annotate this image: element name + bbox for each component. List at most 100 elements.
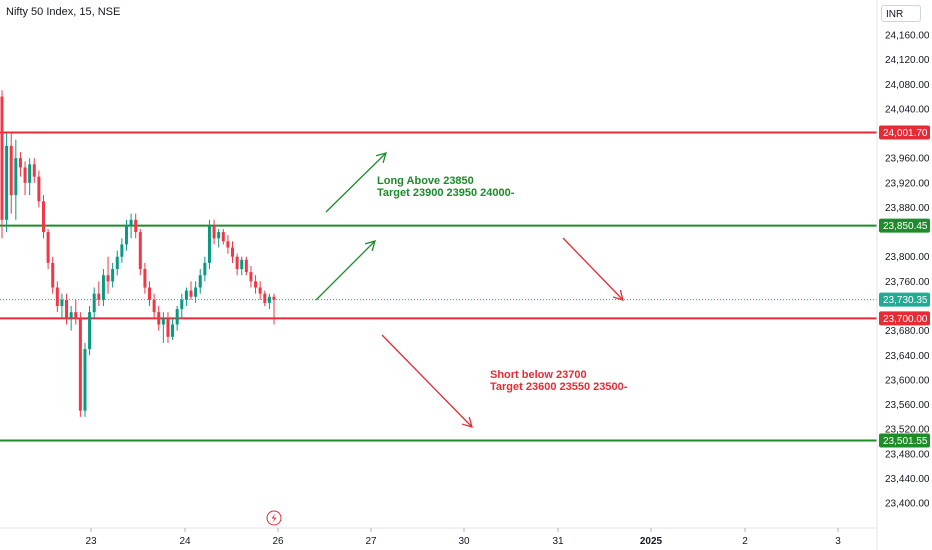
price-tag [879,125,930,140]
long-arrow[interactable] [325,152,387,213]
candle-body [18,158,22,168]
y-tick-label: 23,400.00 [885,499,930,510]
candle[interactable] [18,152,22,177]
price-tag-label: 23,501.55 [883,436,928,447]
candle[interactable] [106,256,110,294]
candle[interactable] [254,275,258,294]
candle[interactable] [212,219,216,245]
short-arrow[interactable] [562,237,624,301]
candle[interactable] [226,235,230,254]
x-tick-label: 30 [458,536,470,547]
candle-body [41,201,45,233]
y-tick-label: 24,160.00 [885,31,930,42]
y-tick-label: 23,560.00 [885,400,930,411]
lightning-icon[interactable] [266,510,282,526]
candle-body [254,281,258,288]
candle[interactable] [143,262,147,294]
price-tag-label: 23,850.45 [883,221,928,232]
candle-body [161,318,165,325]
candle[interactable] [263,290,267,306]
candle[interactable] [189,281,193,300]
short-arrow[interactable] [381,334,473,428]
candle[interactable] [74,299,78,325]
y-tick-label: 23,600.00 [885,375,930,386]
x-tick-label: 2025 [640,536,663,547]
candle[interactable] [124,219,128,251]
candle[interactable] [240,256,244,276]
candle[interactable] [198,269,202,294]
candle[interactable] [92,287,96,319]
long-annotation-line2: Target 23900 23950 24000- [377,187,515,199]
candle[interactable] [166,312,170,343]
candle[interactable] [217,229,221,248]
candle[interactable] [231,241,235,263]
y-tick-label: 23,760.00 [885,277,930,288]
candle[interactable] [221,229,225,245]
candle[interactable] [23,161,27,196]
candle[interactable] [32,158,36,183]
candle-body [152,299,156,313]
candle[interactable] [101,269,105,306]
candle[interactable] [157,305,161,331]
candle-body [55,287,59,306]
candle[interactable] [115,250,119,276]
candle-body [37,176,41,202]
candle[interactable] [83,342,87,417]
candle-body [23,167,27,183]
candle[interactable] [138,229,142,276]
candle[interactable] [37,170,41,208]
candle[interactable] [78,312,82,417]
x-tick-label: 3 [835,536,841,547]
candle[interactable] [120,238,124,263]
candle[interactable] [258,281,262,300]
candle-body [115,256,119,270]
candle-body [0,96,4,220]
candle[interactable] [148,281,152,306]
candle[interactable] [46,229,50,270]
candle[interactable] [184,287,188,306]
candle[interactable] [235,253,239,276]
candle-body [171,324,175,337]
price-tag-label: 23,700.00 [883,314,928,325]
candle[interactable] [249,265,253,288]
candle[interactable] [244,256,248,276]
y-tick-label: 23,800.00 [885,252,930,263]
candle[interactable] [194,281,198,303]
candle[interactable] [0,90,4,239]
currency-button[interactable]: INR [881,5,921,22]
candle[interactable] [60,293,64,319]
candle-body [221,232,225,242]
candle[interactable] [272,293,276,325]
y-tick-label: 24,120.00 [885,55,930,66]
candle[interactable] [88,305,92,356]
candle[interactable] [51,256,55,294]
candle[interactable] [28,158,32,196]
candle-body [134,219,138,233]
candle[interactable] [55,281,59,313]
candle[interactable] [5,133,9,233]
candle[interactable] [65,293,69,325]
candle[interactable] [97,281,101,306]
candle-body [235,256,239,270]
candle-body [148,287,152,300]
candle-body [180,299,184,310]
candle[interactable] [171,318,175,340]
candle[interactable] [14,139,18,220]
candle[interactable] [180,293,184,319]
long-arrow[interactable] [315,240,376,301]
candle-body [198,275,202,288]
candle[interactable] [203,256,207,282]
candle[interactable] [134,213,138,239]
candle[interactable] [41,195,45,239]
candle-body [51,262,55,288]
candle[interactable] [207,219,211,270]
candle[interactable] [152,293,156,319]
candle[interactable] [111,262,115,288]
candle[interactable] [9,133,13,214]
candle[interactable] [267,293,271,310]
candle[interactable] [69,305,73,331]
candle[interactable] [175,305,179,331]
candle[interactable] [129,213,133,239]
candle[interactable] [161,312,165,343]
